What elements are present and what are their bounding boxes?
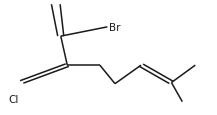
Text: Br: Br (108, 23, 120, 33)
Text: Cl: Cl (9, 95, 19, 104)
